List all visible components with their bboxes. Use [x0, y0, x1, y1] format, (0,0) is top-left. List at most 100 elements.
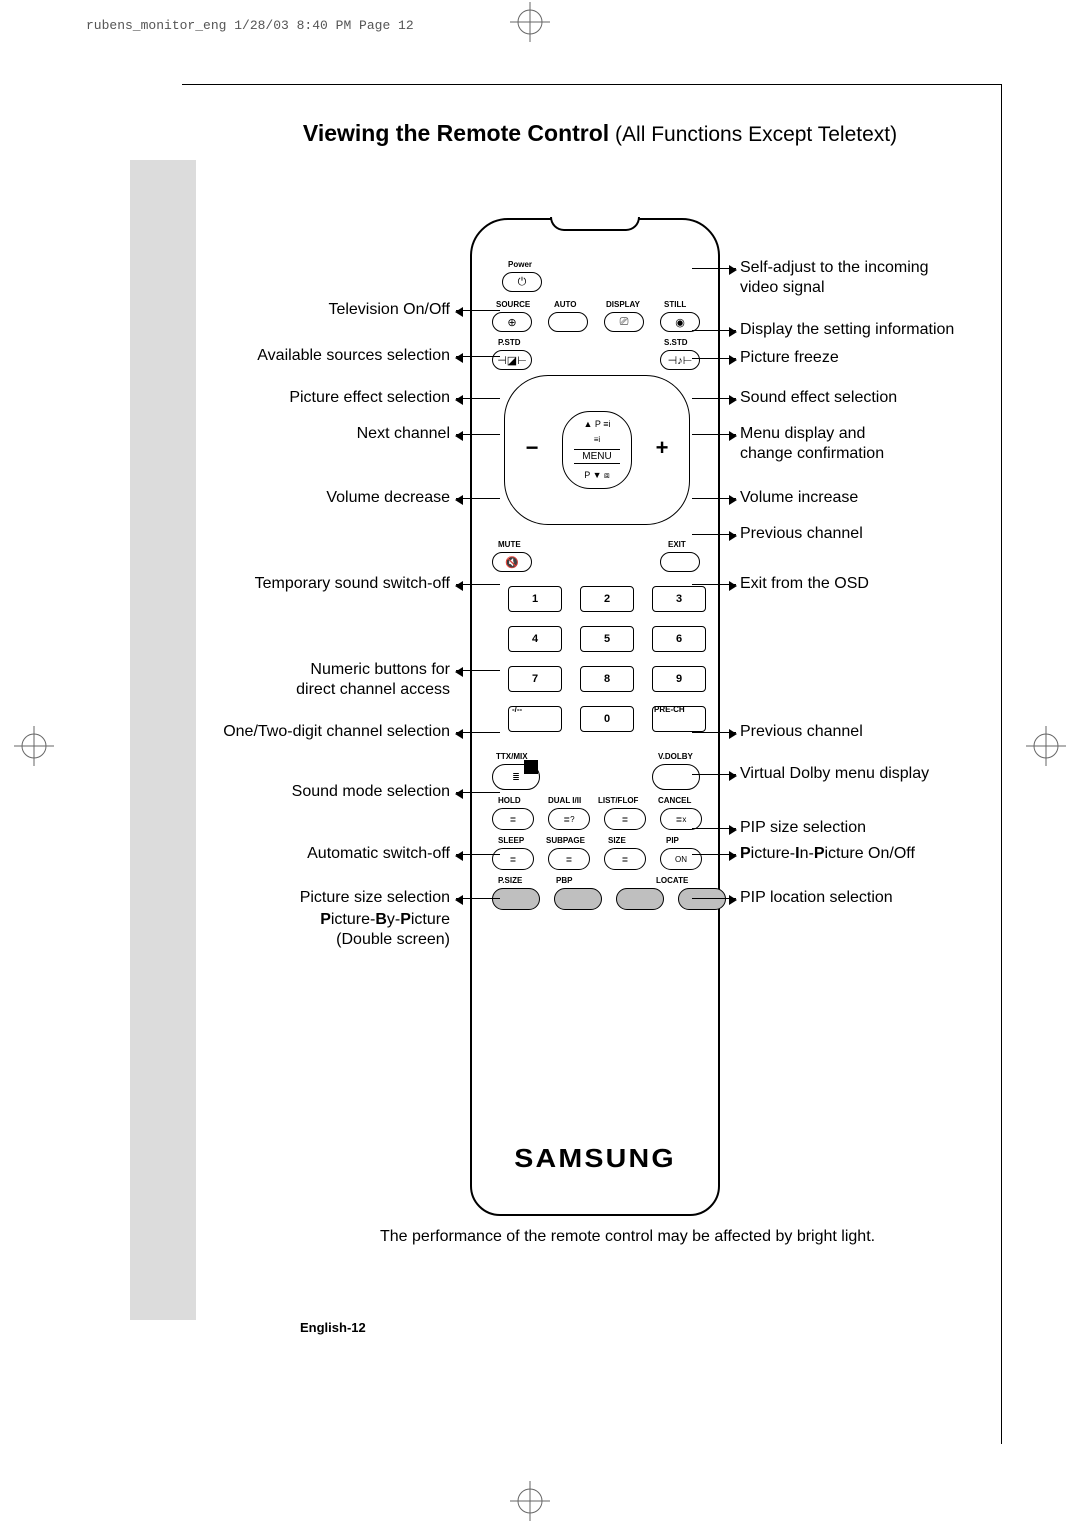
callout-arrow [692, 268, 736, 269]
num-9[interactable]: 9 [652, 666, 706, 692]
callout-right: Self-adjust to the incomingvideo signal [740, 258, 1020, 298]
callout-right: Picture freeze [740, 348, 1020, 368]
callout-right: Previous channel [740, 524, 1020, 544]
page: rubens_monitor_eng 1/28/03 8:40 PM Page … [0, 0, 1080, 1528]
num-3[interactable]: 3 [652, 586, 706, 612]
mute-button[interactable]: 🔇 [492, 552, 532, 572]
psize-button[interactable] [492, 888, 540, 910]
callout-arrow [692, 534, 736, 535]
num-5[interactable]: 5 [580, 626, 634, 652]
hold-label: HOLD [498, 796, 521, 805]
sleep-label: SLEEP [498, 836, 524, 845]
exit-button[interactable] [660, 552, 700, 572]
pbp-button[interactable] [554, 888, 602, 910]
vdolby-button[interactable] [652, 764, 700, 790]
pip-button[interactable]: ON [660, 848, 702, 870]
cropmark-left [14, 726, 54, 771]
dual-button[interactable]: ≣? [548, 808, 590, 830]
callout-left: Next channel [200, 424, 450, 444]
callout-arrow [692, 584, 736, 585]
still-button[interactable]: ◉ [660, 312, 700, 332]
callout-right: Volume increase [740, 488, 1020, 508]
menu-button[interactable]: MENU [574, 449, 619, 464]
dash-label: -/-- [512, 705, 522, 714]
remote-notch [550, 217, 640, 231]
callout-arrow [692, 774, 736, 775]
callout-left: Picture size selection [200, 888, 450, 908]
page-number: English-12 [300, 1320, 366, 1335]
power-button[interactable]: ⏻ [502, 272, 542, 292]
print-header: rubens_monitor_eng 1/28/03 8:40 PM Page … [86, 18, 414, 33]
cropmark-top [510, 2, 550, 47]
callout-left: Temporary sound switch-off [200, 574, 450, 594]
callout-right: Picture-In-Picture On/Off [740, 844, 1020, 864]
callout-left: Available sources selection [200, 346, 450, 366]
num-7[interactable]: 7 [508, 666, 562, 692]
callout-arrow [456, 670, 500, 671]
callout-arrow [692, 732, 736, 733]
remote-control: Power ⏻ SOURCE AUTO DISPLAY STILL ⊕ ⎚ ◉ … [470, 218, 720, 1216]
locate-button[interactable] [678, 888, 726, 910]
mute-label: MUTE [498, 540, 521, 549]
page-title: Viewing the Remote Control (All Function… [250, 120, 950, 147]
volume-up[interactable]: + [648, 435, 676, 461]
num-8[interactable]: 8 [580, 666, 634, 692]
callout-right: PIP size selection [740, 818, 1020, 838]
nav-cluster: − + ▲ P ≡i ≡i MENU P ▼ ⧈ [504, 375, 690, 525]
display-button[interactable]: ⎚ [604, 312, 644, 332]
pbp-callout: Picture-By-Picture (Double screen) [270, 910, 450, 950]
prech-label: PRE-CH [654, 705, 685, 714]
cropmark-right [1026, 726, 1066, 771]
blank-button[interactable] [616, 888, 664, 910]
locate-label: LOCATE [656, 876, 688, 885]
callout-arrow [456, 584, 500, 585]
auto-button[interactable] [548, 312, 588, 332]
source-button[interactable]: ⊕ [492, 312, 532, 332]
sstd-label: S.STD [664, 338, 688, 347]
channel-up[interactable]: ▲ P ≡i [584, 419, 611, 429]
callout-arrow [692, 898, 736, 899]
callout-right: Virtual Dolby menu display [740, 764, 1020, 784]
listflof-button[interactable]: ≣ [604, 808, 646, 830]
num-4[interactable]: 4 [508, 626, 562, 652]
callout-arrow [692, 434, 736, 435]
callout-arrow [692, 358, 736, 359]
callout-right: Menu display andchange confirmation [740, 424, 1020, 464]
callout-arrow [456, 498, 500, 499]
dual-label: DUAL I/II [548, 796, 581, 805]
num-1[interactable]: 1 [508, 586, 562, 612]
callout-arrow [692, 398, 736, 399]
callout-arrow [456, 792, 500, 793]
pbp-label: PBP [556, 876, 572, 885]
sleep-button[interactable]: ≣ [492, 848, 534, 870]
cancel-button[interactable]: ≣x [660, 808, 702, 830]
volume-down[interactable]: − [518, 435, 546, 461]
still-label: STILL [664, 300, 686, 309]
sizebtn-button[interactable]: ≣ [604, 848, 646, 870]
callout-left: Picture effect selection [200, 388, 450, 408]
source-label: SOURCE [496, 300, 530, 309]
pstd-button[interactable]: ⊣◪⊢ [492, 350, 532, 370]
brand-logo: SAMSUNG [460, 1143, 731, 1174]
subpage-button[interactable]: ≣ [548, 848, 590, 870]
num-2[interactable]: 2 [580, 586, 634, 612]
exit-label: EXIT [668, 540, 686, 549]
callout-left: Sound mode selection [200, 782, 450, 802]
num-6[interactable]: 6 [652, 626, 706, 652]
callout-left: Automatic switch-off [200, 844, 450, 864]
callout-arrow [456, 356, 500, 357]
channel-down[interactable]: P ▼ ⧈ [584, 470, 609, 481]
callout-left: Television On/Off [200, 300, 450, 320]
pbp-sub: (Double screen) [336, 931, 450, 948]
vdolby-label: V.DOLBY [658, 752, 693, 761]
title-thin: (All Functions Except Teletext) [609, 123, 897, 146]
callout-left: Volume decrease [200, 488, 450, 508]
hold-button[interactable]: ≣ [492, 808, 534, 830]
sstd-button[interactable]: ⊣♪⊢ [660, 350, 700, 370]
power-label: Power [508, 260, 532, 269]
callout-arrow [692, 330, 736, 331]
num-0[interactable]: 0 [580, 706, 634, 732]
callout-left: One/Two-digit channel selection [200, 722, 450, 742]
callout-arrow [456, 434, 500, 435]
callout-right: Exit from the OSD [740, 574, 1020, 594]
